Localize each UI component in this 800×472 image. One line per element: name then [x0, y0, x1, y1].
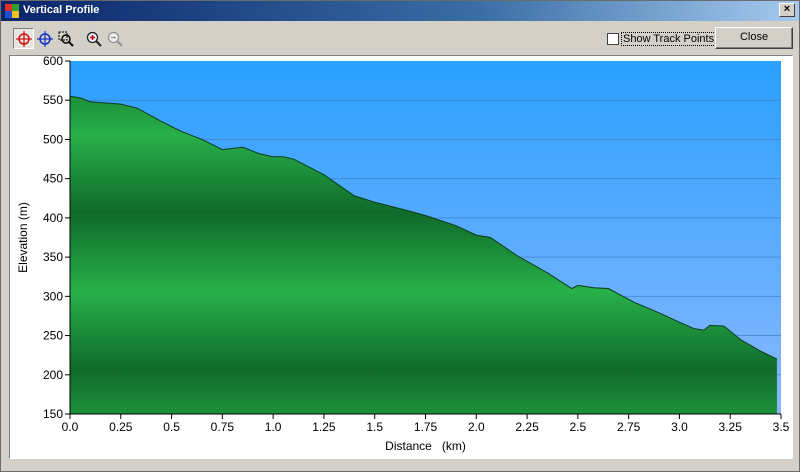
y-tick-label: 150	[43, 407, 63, 421]
toolbar	[1, 23, 799, 53]
x-axis-title: Distance (km)	[385, 439, 466, 453]
elevation-line	[69, 95, 778, 360]
zoom-out-icon	[107, 31, 123, 47]
elevation-profile-chart[interactable]: 150 200 250 300 350 400 450 500 550 600 0.0 0.25 0.5…	[10, 56, 792, 458]
title-bar[interactable]: Vertical Profile ×	[1, 1, 799, 21]
y-tick-label: 550	[43, 93, 63, 107]
x-tick-label: 0.75	[211, 420, 235, 434]
x-tick-label: 1.0	[265, 420, 282, 434]
y-axis-title: Elevation (m)	[16, 202, 30, 273]
x-tick-label: 1.5	[366, 420, 383, 434]
zoom-in-icon	[86, 31, 102, 47]
x-tick-label: 3.5	[773, 420, 790, 434]
x-tick-label: 2.5	[570, 420, 587, 434]
close-button[interactable]: Close	[715, 27, 793, 49]
y-tick-label: 350	[43, 250, 63, 264]
select-tool-button[interactable]	[34, 28, 55, 49]
x-tick-label: 0.5	[163, 420, 180, 434]
x-tick-label: 2.0	[468, 420, 485, 434]
x-tick-label: 3.25	[719, 420, 743, 434]
y-tick-label: 400	[43, 211, 63, 225]
zoom-area-icon	[58, 31, 74, 47]
close-window-icon[interactable]: ×	[779, 3, 795, 17]
x-tick-label: 2.75	[617, 420, 641, 434]
y-tick-label: 450	[43, 172, 63, 186]
zoom-region-tool-button[interactable]	[55, 28, 76, 49]
y-tick-label: 300	[43, 289, 63, 303]
zoom-in-tool-button[interactable]	[83, 28, 104, 49]
zoom-out-tool-button[interactable]	[104, 28, 125, 49]
show-track-points-checkbox[interactable]	[607, 33, 619, 45]
x-tick-label: 2.25	[515, 420, 539, 434]
pan-tool-button[interactable]	[13, 28, 34, 49]
y-tick-label: 600	[43, 56, 63, 68]
y-tick-label: 200	[43, 368, 63, 382]
y-tick-label: 250	[43, 329, 63, 343]
crosshair-blue-icon	[37, 31, 53, 47]
x-tick-label: 0.25	[109, 420, 133, 434]
terrain-area	[70, 96, 777, 415]
show-track-points-label[interactable]: Show Track Points	[621, 32, 717, 46]
x-tick-label: 3.0	[671, 420, 688, 434]
app-icon	[5, 4, 19, 18]
x-tick-label: 1.25	[312, 420, 336, 434]
x-tick-label: 1.75	[414, 420, 438, 434]
crosshair-red-icon	[16, 31, 32, 47]
x-tick-label: 0.0	[62, 420, 79, 434]
y-tick-label: 500	[43, 132, 63, 146]
window-title: Vertical Profile	[23, 4, 100, 16]
